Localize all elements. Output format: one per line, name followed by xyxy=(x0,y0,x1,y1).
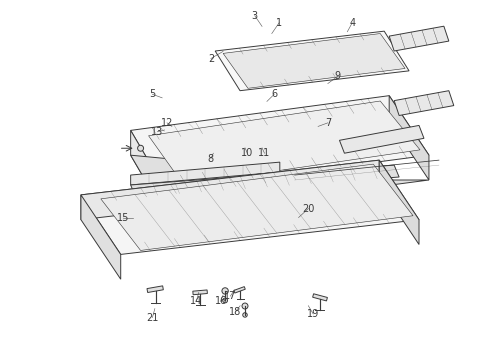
Text: 9: 9 xyxy=(335,71,341,81)
Text: 10: 10 xyxy=(241,148,253,158)
Polygon shape xyxy=(81,195,121,279)
Text: 12: 12 xyxy=(161,118,173,128)
Polygon shape xyxy=(340,125,424,153)
Polygon shape xyxy=(215,31,409,91)
Circle shape xyxy=(222,288,228,294)
Polygon shape xyxy=(131,96,429,190)
Text: 4: 4 xyxy=(349,18,355,28)
Text: 16: 16 xyxy=(215,296,227,306)
Text: 18: 18 xyxy=(229,307,242,317)
Text: 6: 6 xyxy=(271,89,277,99)
Polygon shape xyxy=(379,160,419,244)
Circle shape xyxy=(223,298,227,303)
Text: 14: 14 xyxy=(190,296,202,306)
Circle shape xyxy=(138,145,144,151)
Circle shape xyxy=(243,313,247,317)
Polygon shape xyxy=(101,164,413,251)
Polygon shape xyxy=(394,91,454,116)
Polygon shape xyxy=(148,101,420,185)
Polygon shape xyxy=(81,160,379,220)
Text: 19: 19 xyxy=(307,309,319,319)
Text: 5: 5 xyxy=(149,89,155,99)
Text: 8: 8 xyxy=(208,154,214,163)
Text: 3: 3 xyxy=(252,11,258,21)
Text: 13: 13 xyxy=(151,127,164,137)
Polygon shape xyxy=(389,96,429,180)
Text: 20: 20 xyxy=(302,203,315,213)
Polygon shape xyxy=(313,294,327,301)
Polygon shape xyxy=(131,155,429,215)
Polygon shape xyxy=(131,130,166,215)
Polygon shape xyxy=(131,165,399,197)
Polygon shape xyxy=(81,160,419,255)
Text: 2: 2 xyxy=(208,54,214,64)
Text: 1: 1 xyxy=(276,18,282,28)
Polygon shape xyxy=(131,162,280,185)
Text: 21: 21 xyxy=(146,312,159,323)
Text: 7: 7 xyxy=(325,118,331,128)
Text: 17: 17 xyxy=(224,291,237,301)
Polygon shape xyxy=(147,286,163,293)
Text: 15: 15 xyxy=(117,212,129,222)
Polygon shape xyxy=(193,290,207,295)
Circle shape xyxy=(242,303,248,309)
Polygon shape xyxy=(389,26,449,51)
Polygon shape xyxy=(234,287,245,293)
Polygon shape xyxy=(223,33,405,88)
Text: 11: 11 xyxy=(258,148,270,158)
